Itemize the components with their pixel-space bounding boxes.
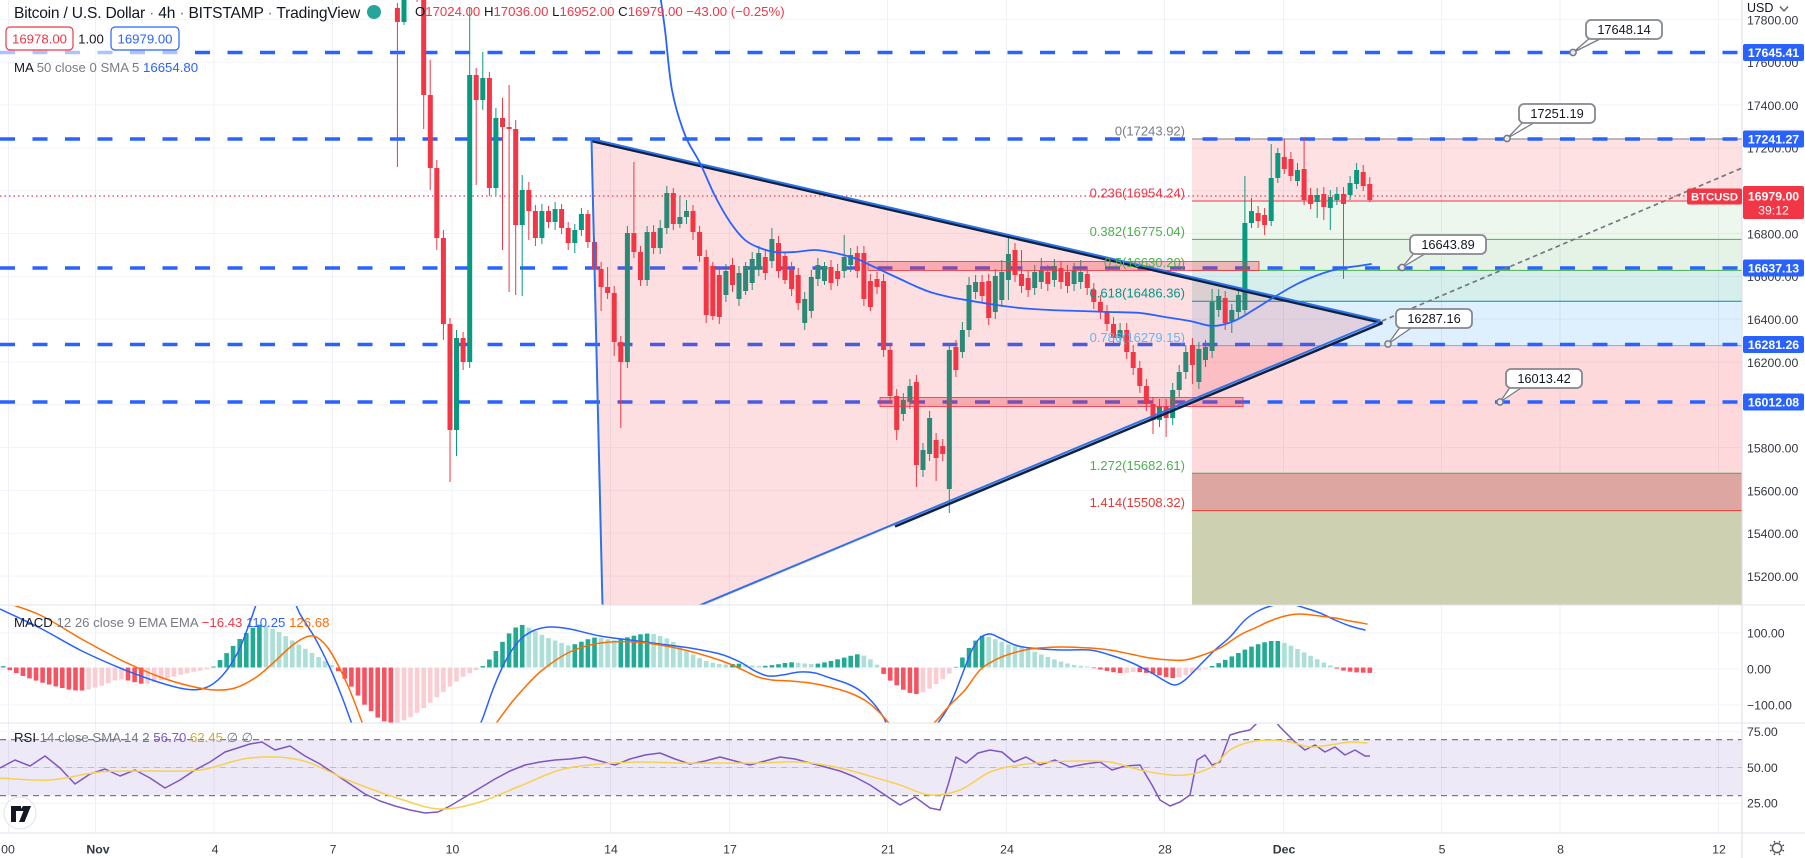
svg-text:Bitcoin / U.S. Dollar · 4h · B: Bitcoin / U.S. Dollar · 4h · BITSTAMP · … bbox=[14, 5, 361, 22]
svg-text:16281.26: 16281.26 bbox=[1748, 338, 1799, 352]
svg-text:1.272(15682.61): 1.272(15682.61) bbox=[1090, 458, 1185, 473]
svg-text:0(17243.92): 0(17243.92) bbox=[1115, 124, 1185, 139]
svg-text:17400.00: 17400.00 bbox=[1747, 99, 1798, 113]
svg-text:5: 5 bbox=[1439, 843, 1446, 857]
svg-text:16800.00: 16800.00 bbox=[1747, 227, 1798, 241]
svg-text:15200.00: 15200.00 bbox=[1747, 570, 1798, 584]
svg-text:16637.13: 16637.13 bbox=[1748, 261, 1799, 275]
svg-text:16400.00: 16400.00 bbox=[1747, 313, 1798, 327]
svg-text:0.618(16486.36): 0.618(16486.36) bbox=[1090, 286, 1185, 301]
svg-text:25.00: 25.00 bbox=[1747, 797, 1778, 811]
svg-text:−100.00: −100.00 bbox=[1747, 698, 1792, 712]
svg-text:17800.00: 17800.00 bbox=[1747, 13, 1798, 27]
svg-text:Dec: Dec bbox=[1273, 843, 1296, 857]
svg-text:1.00: 1.00 bbox=[78, 32, 104, 47]
svg-text:16287.16: 16287.16 bbox=[1407, 311, 1460, 326]
svg-text:8: 8 bbox=[1557, 843, 1564, 857]
svg-text:28: 28 bbox=[1158, 843, 1172, 857]
svg-text:16643.89: 16643.89 bbox=[1421, 237, 1474, 252]
svg-text:4: 4 bbox=[212, 843, 219, 857]
svg-text:O17024.00 H17036.00 L16952.00: O17024.00 H17036.00 L16952.00 C16979.00 … bbox=[415, 4, 785, 19]
svg-text:16979.00: 16979.00 bbox=[117, 32, 172, 47]
svg-text:0.00: 0.00 bbox=[1747, 662, 1771, 676]
svg-text:39:12: 39:12 bbox=[1758, 204, 1789, 218]
svg-text:MA 50 close 0 SMA 5 16654.80: MA 50 close 0 SMA 5 16654.80 bbox=[14, 60, 198, 75]
svg-text:75.00: 75.00 bbox=[1747, 725, 1778, 739]
svg-text:100.00: 100.00 bbox=[1747, 626, 1785, 640]
svg-text:BTCUSD: BTCUSD bbox=[1691, 192, 1738, 204]
svg-text:15800.00: 15800.00 bbox=[1747, 442, 1798, 456]
svg-text:0.5(16630.20): 0.5(16630.20) bbox=[1104, 255, 1185, 270]
svg-text:21: 21 bbox=[881, 843, 895, 857]
svg-text:MACD 12 26 close 9 EMA EMA −1: MACD 12 26 close 9 EMA EMA −16.43 110.25… bbox=[14, 615, 329, 630]
svg-text:RSI 14 close SMA 14 2 56.70: RSI 14 close SMA 14 2 56.70 62.45 ∅ ∅ bbox=[14, 730, 253, 745]
svg-text:17: 17 bbox=[723, 843, 737, 857]
svg-text:17251.19: 17251.19 bbox=[1530, 106, 1583, 121]
svg-text:USD: USD bbox=[1747, 1, 1773, 15]
svg-text:0.382(16775.04): 0.382(16775.04) bbox=[1090, 224, 1185, 239]
svg-text:12: 12 bbox=[1712, 843, 1726, 857]
svg-text:14: 14 bbox=[604, 843, 618, 857]
svg-text:24: 24 bbox=[1000, 843, 1014, 857]
svg-text:7: 7 bbox=[330, 843, 337, 857]
svg-text:1.414(15508.32): 1.414(15508.32) bbox=[1090, 495, 1185, 510]
svg-text:15400.00: 15400.00 bbox=[1747, 527, 1798, 541]
svg-text:17241.27: 17241.27 bbox=[1748, 132, 1799, 146]
svg-text:00: 00 bbox=[1, 843, 15, 857]
svg-text:16978.00: 16978.00 bbox=[12, 32, 67, 47]
svg-text:10: 10 bbox=[446, 843, 460, 857]
svg-text:50.00: 50.00 bbox=[1747, 761, 1778, 775]
svg-text:16200.00: 16200.00 bbox=[1747, 356, 1798, 370]
svg-text:16012.08: 16012.08 bbox=[1748, 395, 1799, 409]
svg-text:16979.00: 16979.00 bbox=[1748, 189, 1799, 203]
svg-text:Nov: Nov bbox=[86, 843, 109, 857]
svg-text:17645.41: 17645.41 bbox=[1748, 46, 1799, 60]
svg-text:16013.42: 16013.42 bbox=[1517, 371, 1570, 386]
svg-text:0.236(16954.24): 0.236(16954.24) bbox=[1090, 186, 1185, 201]
svg-text:15600.00: 15600.00 bbox=[1747, 484, 1798, 498]
svg-text:0.786(16279.15): 0.786(16279.15) bbox=[1090, 330, 1185, 345]
svg-text:17648.14: 17648.14 bbox=[1597, 22, 1650, 37]
